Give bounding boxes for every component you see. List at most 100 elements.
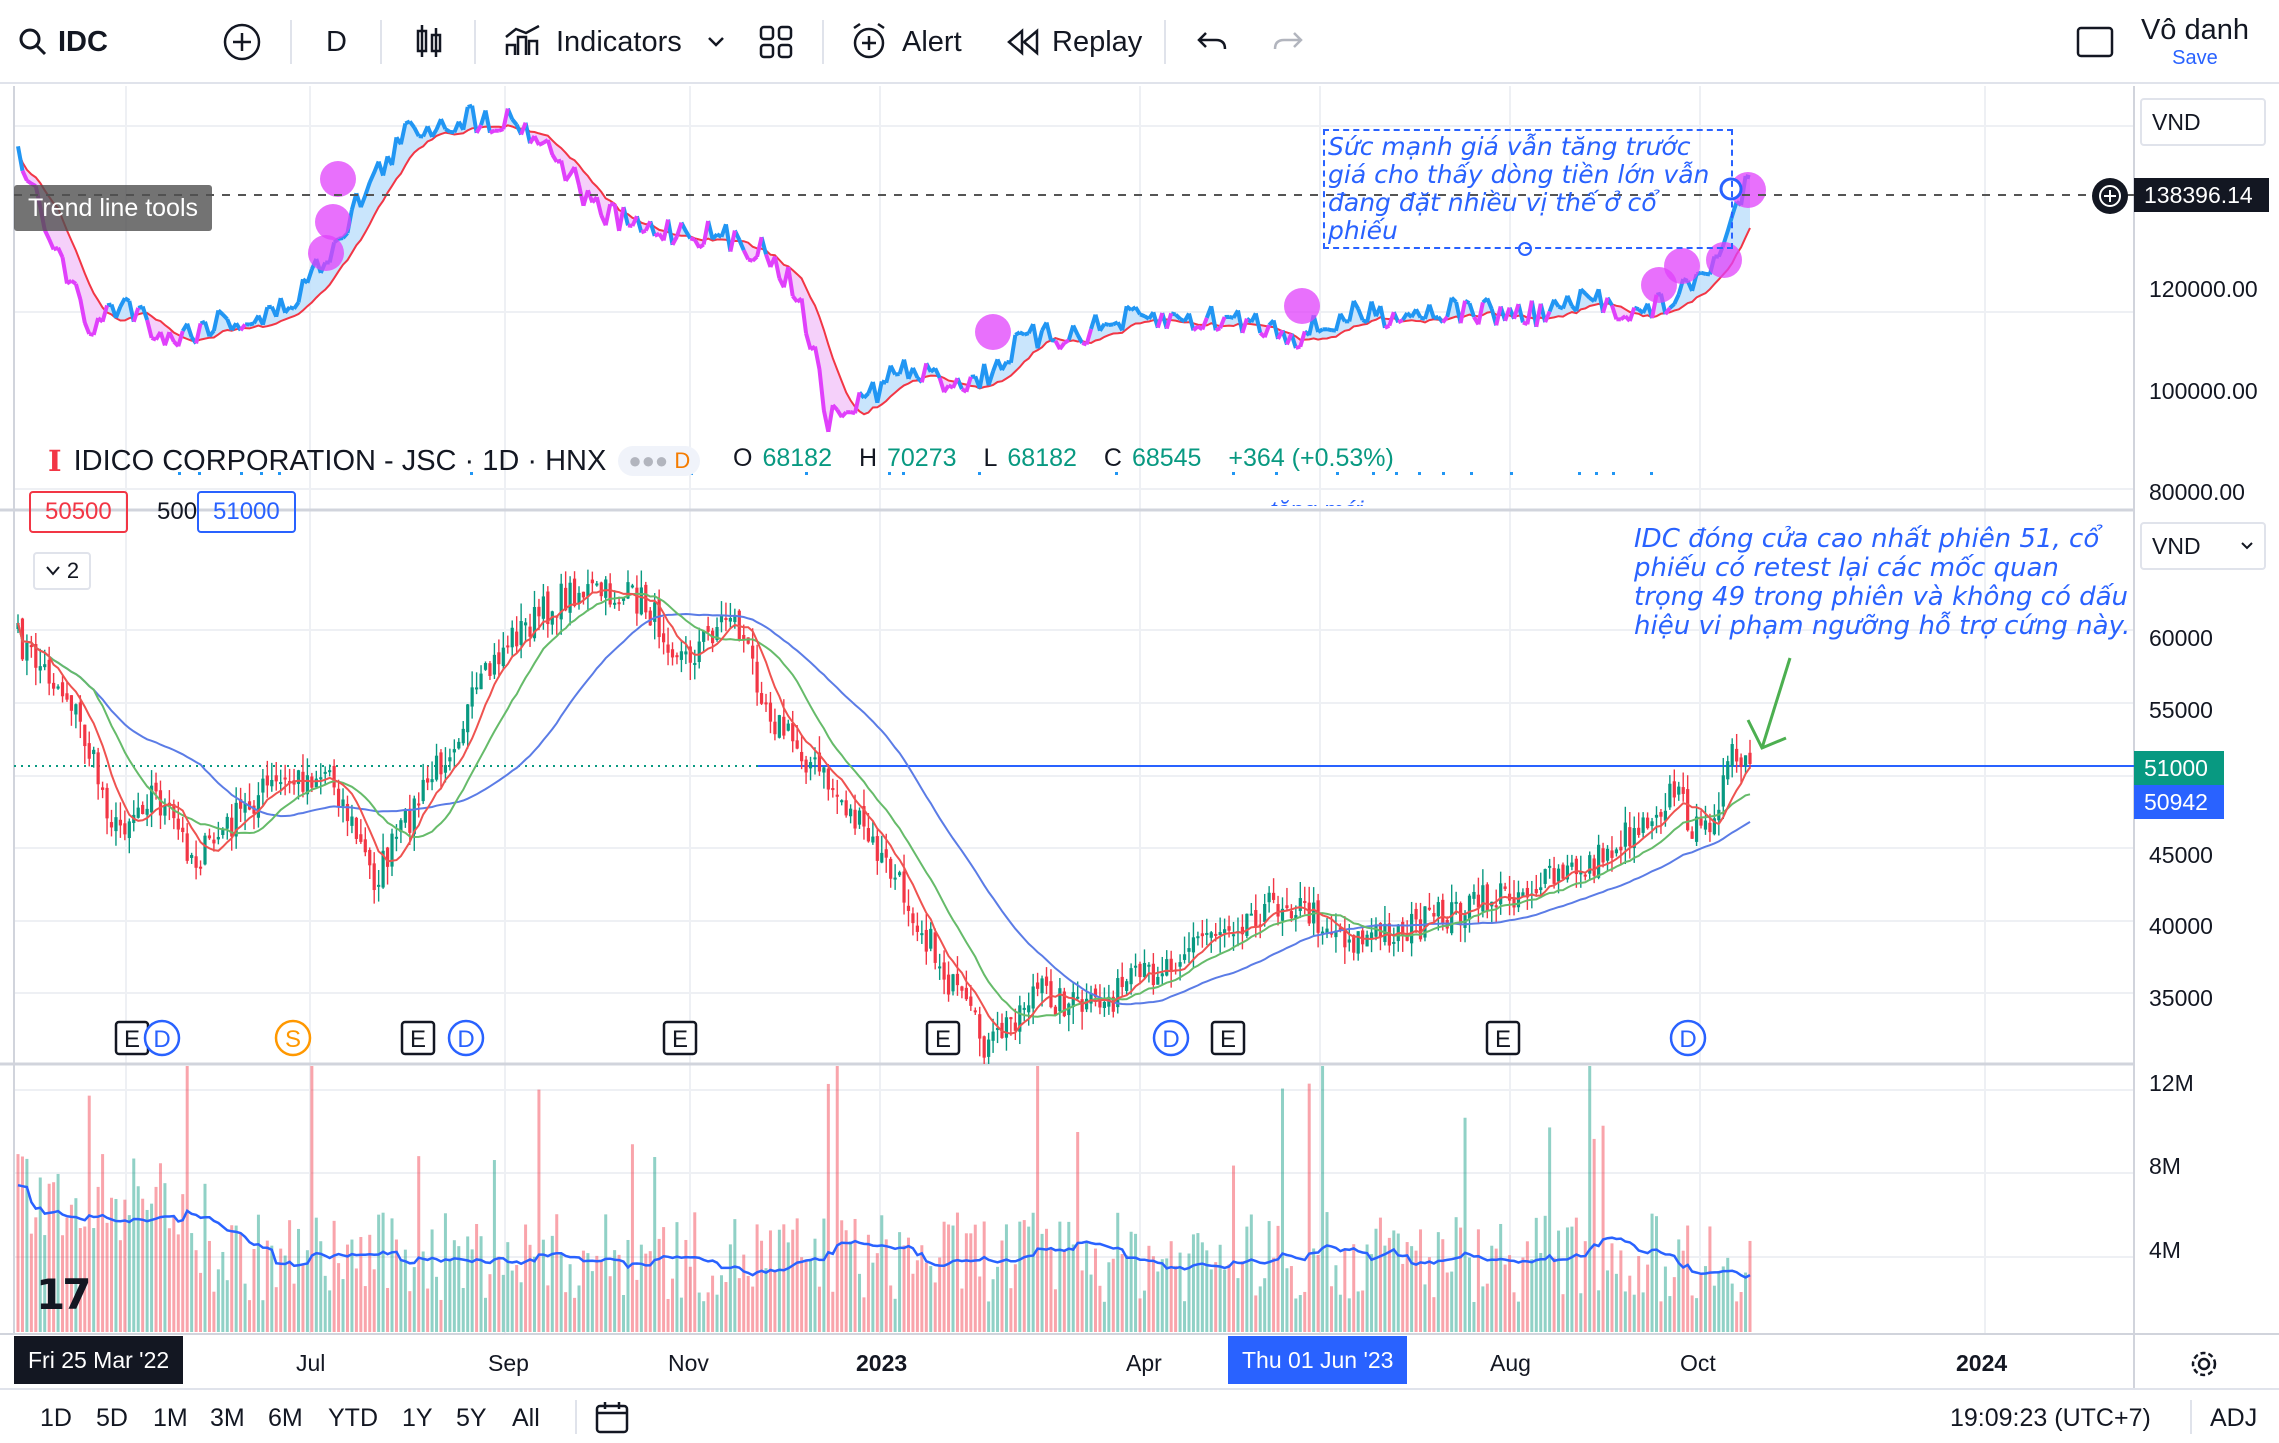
currency-selector-top[interactable]: VND — [2140, 98, 2266, 146]
event-marker[interactable]: D — [1669, 1019, 1707, 1057]
axis-label: 8M — [2149, 1153, 2181, 1179]
adj-toggle[interactable]: ADJ — [2210, 1404, 2258, 1432]
collapse-indicators-button[interactable]: 2 — [33, 552, 91, 590]
rs-line-up — [16, 103, 1751, 404]
interval-button[interactable]: D — [326, 25, 347, 58]
grid-icon — [759, 25, 793, 59]
redo-button[interactable] — [1272, 18, 1304, 66]
range-all[interactable]: All — [512, 1404, 540, 1432]
event-marker[interactable]: E — [1210, 1020, 1246, 1056]
green-arrow[interactable] — [1746, 657, 1792, 750]
range-6m[interactable]: 6M — [268, 1404, 303, 1432]
replay-button[interactable]: Replay — [1006, 18, 1142, 66]
event-marker[interactable]: E — [400, 1020, 436, 1056]
bottom-bar: 1D 5D 1M 3M 6M YTD 1Y 5Y All 19:09:23 (U… — [0, 1388, 2279, 1443]
rs-markers — [308, 161, 1766, 350]
alarm-clock-icon — [853, 22, 885, 59]
chart-type-button[interactable] — [414, 18, 444, 66]
axis-label: 60000 — [2149, 625, 2213, 651]
event-marker[interactable]: D — [1152, 1019, 1190, 1057]
clock[interactable]: 19:09:23 (UTC+7) — [1950, 1404, 2151, 1432]
indicators-button[interactable]: Indicators — [504, 18, 682, 66]
ma-input-red[interactable]: 50500 — [29, 491, 128, 533]
range-1m[interactable]: 1M — [153, 1404, 188, 1432]
svg-text:E: E — [124, 1026, 140, 1053]
trend-line-tooltip: Trend line tools — [14, 185, 212, 231]
crosshair-price-tag: 138396.14 — [2134, 178, 2269, 212]
range-5d[interactable]: 5D — [96, 1404, 128, 1432]
volume-ma-line — [17, 1183, 1751, 1279]
chevron-down-icon — [46, 566, 60, 576]
time-label: Nov — [668, 1350, 709, 1376]
chevron-down-icon — [2241, 542, 2253, 550]
svg-text:E: E — [672, 1026, 688, 1053]
svg-text:D: D — [457, 1026, 474, 1053]
svg-text:S: S — [285, 1026, 301, 1053]
compare-button[interactable] — [222, 18, 262, 66]
alert-button[interactable]: Alert — [850, 18, 962, 66]
rs-fill-up — [18, 105, 1750, 415]
search-icon — [19, 28, 47, 56]
calendar-icon — [595, 1402, 629, 1434]
symbol-search[interactable]: IDC — [18, 18, 108, 66]
svg-text:D: D — [1162, 1026, 1179, 1053]
ohlc-values: O 68182 H 70273 L 68182 C 68545 +364 (+0.53%… — [733, 444, 1394, 472]
market-status-badge: ●●● D — [618, 446, 701, 476]
save-button[interactable]: Save — [2172, 47, 2218, 69]
range-1y[interactable]: 1Y — [402, 1404, 433, 1432]
ma-medium-line — [17, 592, 1751, 1018]
axis-label: 40000 — [2149, 913, 2213, 939]
range-5y[interactable]: 5Y — [456, 1404, 487, 1432]
time-label: Jul — [296, 1350, 326, 1376]
series-legend[interactable]: I IDICO CORPORATION - JSC · 1D · HNX ●●●… — [48, 444, 701, 478]
event-marker[interactable]: D — [143, 1019, 181, 1057]
indicators-dropdown[interactable] — [706, 18, 726, 66]
goto-date-button[interactable] — [594, 1400, 630, 1439]
range-ytd[interactable]: YTD — [328, 1404, 378, 1432]
axis-label: 100000.00 — [2149, 378, 2258, 404]
volume-bars — [16, 1066, 1752, 1332]
axis-label: 4M — [2149, 1237, 2181, 1263]
tradingview-logo[interactable]: 17 — [36, 1270, 91, 1319]
currency-selector-price[interactable]: VND — [2140, 522, 2266, 570]
last-price-tag: 51000 — [2134, 751, 2224, 785]
event-marker[interactable]: D — [447, 1019, 485, 1057]
svg-text:E: E — [410, 1026, 426, 1053]
user-name: Vô danh — [2140, 14, 2249, 46]
event-marker[interactable]: E — [662, 1020, 698, 1056]
event-marker[interactable]: E — [114, 1020, 150, 1056]
event-marker[interactable]: E — [1485, 1020, 1521, 1056]
time-crosshair-label: Thu 01 Jun '23 — [1228, 1336, 1408, 1384]
ma-input-blue[interactable]: 51000 — [197, 491, 296, 533]
user-menu[interactable]: Vô danh Save — [2141, 14, 2249, 70]
add-alert-button[interactable] — [2092, 178, 2128, 214]
axis-label: 120000.00 — [2149, 276, 2258, 302]
svg-text:D: D — [1679, 1026, 1696, 1053]
annotation-right[interactable]: IDC đóng cửa cao nhất phiên 51, cổ phiếu… — [1634, 524, 2131, 641]
axis-label: 35000 — [2149, 985, 2213, 1011]
textbox-handle[interactable] — [1518, 242, 1532, 256]
candles — [16, 569, 1752, 1064]
time-label: 2024 — [1956, 1350, 2008, 1376]
layouts-button[interactable] — [758, 18, 794, 66]
indicators-label: Indicators — [556, 25, 682, 58]
event-marker[interactable]: S — [274, 1019, 312, 1057]
annotation-top[interactable]: Sức mạnh giá vẫn tăng trước giá cho thấy… — [1323, 129, 1733, 249]
fullscreen-button[interactable] — [2076, 18, 2114, 66]
replay-label: Replay — [1052, 25, 1143, 58]
range-3m[interactable]: 3M — [210, 1404, 245, 1432]
chart-settings-button[interactable] — [2190, 1350, 2218, 1383]
range-1d[interactable]: 1D — [40, 1404, 72, 1432]
ma-fast-line — [17, 589, 1751, 1035]
time-label: Oct — [1680, 1350, 1716, 1376]
svg-text:E: E — [1220, 1026, 1236, 1053]
ma-input-plain[interactable]: 500 — [157, 498, 198, 525]
series-title: IDICO CORPORATION - JSC · 1D · HNX — [73, 444, 607, 477]
undo-button[interactable] — [1196, 18, 1228, 66]
axis-label: 55000 — [2149, 697, 2213, 723]
event-marker[interactable]: E — [925, 1020, 961, 1056]
indicators-icon — [505, 25, 540, 55]
partial-note-text: tăng mới — [1270, 497, 1364, 524]
